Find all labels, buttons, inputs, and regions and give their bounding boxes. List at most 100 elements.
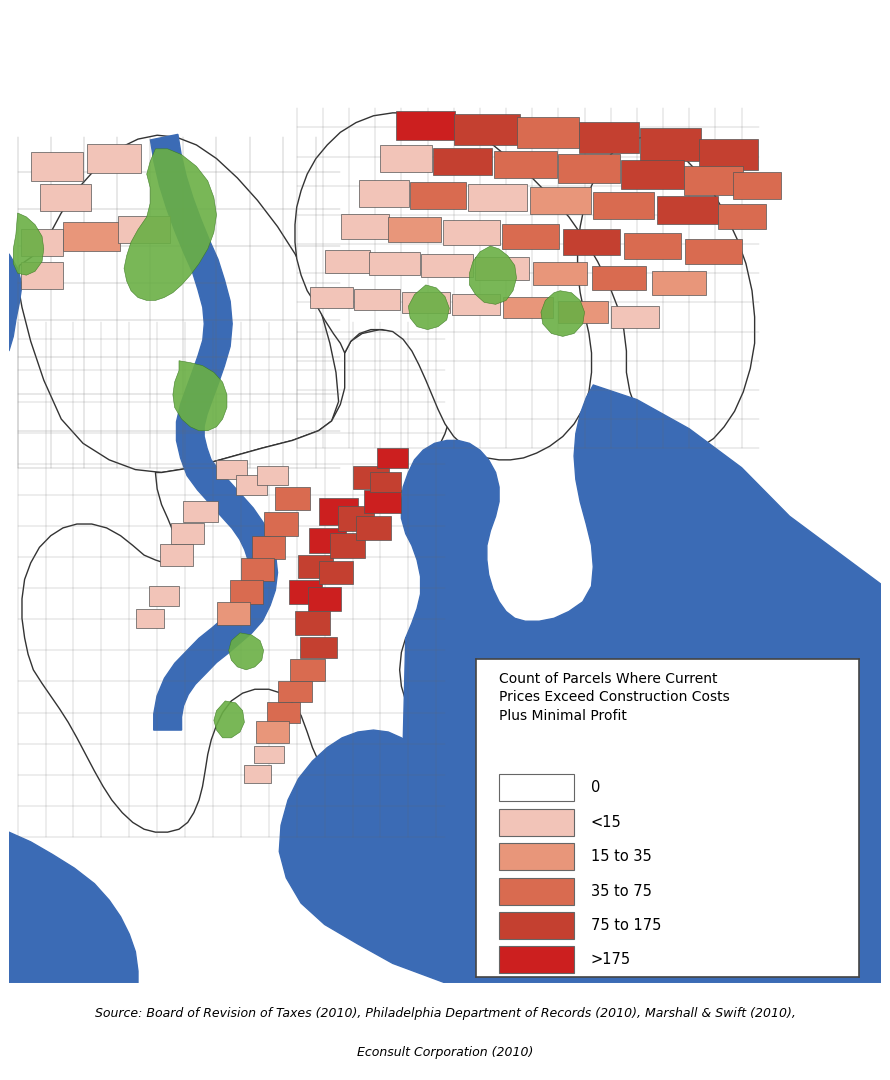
Bar bbox=[364, 490, 400, 513]
Text: Source: Board of Revision of Taxes (2010), Philadelphia Department of Records (2: Source: Board of Revision of Taxes (2010… bbox=[94, 1008, 796, 1021]
Bar bbox=[579, 122, 639, 152]
Bar bbox=[621, 160, 684, 189]
Bar bbox=[499, 809, 574, 836]
Bar bbox=[421, 254, 473, 278]
Polygon shape bbox=[22, 329, 452, 832]
Bar bbox=[624, 233, 681, 258]
Bar bbox=[451, 294, 499, 315]
Polygon shape bbox=[9, 254, 22, 351]
Bar bbox=[319, 498, 358, 525]
Bar bbox=[230, 580, 263, 604]
Bar bbox=[502, 224, 559, 248]
Bar bbox=[651, 271, 706, 295]
Bar bbox=[319, 561, 353, 584]
Text: Econsult Corporation (2010): Econsult Corporation (2010) bbox=[357, 1047, 533, 1059]
Bar bbox=[278, 680, 312, 702]
Bar bbox=[593, 267, 646, 289]
Bar bbox=[377, 448, 408, 468]
Bar bbox=[325, 249, 370, 273]
Polygon shape bbox=[214, 701, 245, 738]
Bar bbox=[21, 229, 63, 256]
Bar bbox=[298, 555, 334, 579]
Bar bbox=[309, 528, 345, 553]
Bar bbox=[533, 261, 587, 285]
Bar bbox=[31, 151, 83, 180]
Bar bbox=[255, 721, 289, 743]
Bar bbox=[289, 580, 322, 604]
Bar bbox=[118, 216, 170, 243]
Text: >175: >175 bbox=[591, 953, 631, 968]
Bar bbox=[341, 214, 389, 239]
Bar bbox=[352, 465, 389, 489]
Bar bbox=[494, 151, 556, 178]
Bar bbox=[380, 145, 432, 172]
Bar bbox=[557, 301, 608, 323]
Bar bbox=[467, 184, 527, 211]
Bar bbox=[699, 139, 758, 171]
Bar bbox=[136, 609, 164, 629]
Bar bbox=[183, 501, 218, 522]
Bar bbox=[499, 774, 574, 801]
Bar bbox=[557, 153, 620, 183]
Bar bbox=[267, 702, 300, 724]
Bar bbox=[149, 586, 180, 606]
Bar bbox=[21, 261, 63, 288]
Polygon shape bbox=[229, 633, 263, 670]
Bar bbox=[611, 307, 659, 327]
Bar bbox=[356, 516, 391, 540]
Bar bbox=[236, 475, 267, 495]
Bar bbox=[594, 191, 654, 219]
Bar bbox=[369, 252, 420, 275]
Bar bbox=[684, 166, 743, 195]
Text: <15: <15 bbox=[591, 814, 622, 829]
Bar bbox=[241, 558, 274, 581]
Bar bbox=[530, 187, 591, 214]
Polygon shape bbox=[295, 112, 755, 460]
Bar bbox=[290, 659, 325, 680]
Bar bbox=[308, 588, 341, 610]
Bar bbox=[443, 219, 499, 245]
Bar bbox=[499, 946, 574, 973]
Text: Count of Parcels Where Current
Prices Exceed Construction Costs
Plus Minimal Pro: Count of Parcels Where Current Prices Ex… bbox=[499, 672, 730, 724]
Bar bbox=[216, 460, 247, 480]
Bar bbox=[396, 111, 456, 140]
Bar bbox=[359, 180, 409, 207]
Bar bbox=[388, 217, 441, 242]
Bar bbox=[499, 912, 574, 939]
Polygon shape bbox=[541, 291, 585, 336]
Bar bbox=[685, 239, 742, 265]
Bar bbox=[370, 472, 401, 491]
Bar bbox=[337, 505, 375, 531]
Polygon shape bbox=[279, 384, 881, 983]
Bar bbox=[354, 288, 400, 310]
Bar bbox=[171, 523, 205, 544]
Bar bbox=[657, 197, 718, 224]
Text: 35 to 75: 35 to 75 bbox=[591, 883, 651, 899]
Bar bbox=[474, 257, 529, 280]
Bar bbox=[244, 765, 271, 783]
Bar bbox=[409, 181, 466, 210]
Bar bbox=[640, 129, 700, 161]
Bar bbox=[310, 287, 353, 308]
Polygon shape bbox=[150, 134, 278, 730]
Bar bbox=[499, 878, 574, 905]
Polygon shape bbox=[9, 832, 138, 983]
Bar bbox=[300, 637, 336, 658]
Bar bbox=[63, 221, 120, 251]
Bar bbox=[717, 204, 765, 229]
Bar bbox=[217, 602, 250, 625]
Bar bbox=[499, 843, 574, 870]
Bar bbox=[252, 536, 286, 559]
Text: 75 to 175: 75 to 175 bbox=[591, 918, 661, 933]
Text: 15 to 35: 15 to 35 bbox=[591, 849, 651, 864]
Bar bbox=[275, 487, 310, 511]
Bar bbox=[86, 144, 141, 173]
Bar bbox=[503, 297, 554, 318]
Polygon shape bbox=[409, 285, 449, 329]
Bar bbox=[516, 117, 579, 148]
Bar bbox=[401, 292, 449, 313]
Bar bbox=[454, 113, 520, 145]
Bar bbox=[264, 512, 297, 536]
Bar bbox=[40, 184, 91, 211]
Bar bbox=[254, 745, 284, 764]
